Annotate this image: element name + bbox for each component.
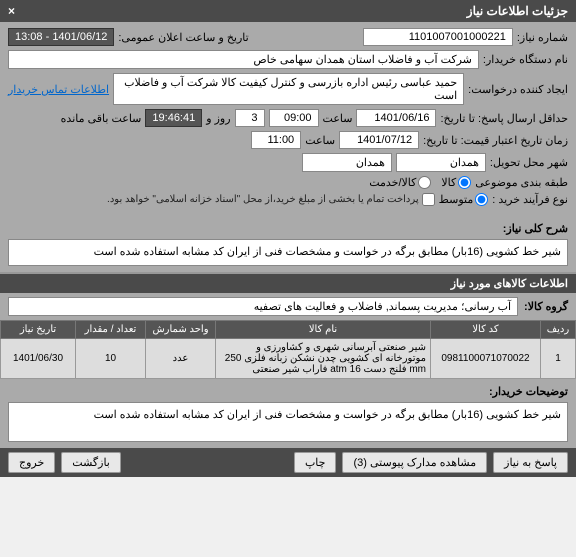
category-label: طبقه بندی موضوعی xyxy=(475,176,568,189)
cell-date: 1401/06/30 xyxy=(1,338,76,378)
table-row[interactable]: 1 0981100071070022 شیر صنعتی آبرسانی شهر… xyxy=(1,338,576,378)
need-no-value: 1101007001000221 xyxy=(363,28,513,46)
goods-header: اطلاعات کالاهای مورد نیاز xyxy=(0,274,576,293)
cell-n: 1 xyxy=(541,338,576,378)
proc-mid-radio[interactable]: متوسط xyxy=(439,193,489,206)
group-value: آب رسانی؛ مدیریت پسماند, فاضلاب و فعالیت… xyxy=(8,297,518,316)
process-label: نوع فرآیند خرید : xyxy=(492,193,568,206)
need-no-label: شماره نیاز: xyxy=(517,31,568,44)
close-icon[interactable]: × xyxy=(8,4,15,18)
cell-unit: عدد xyxy=(146,338,216,378)
description-section: شرح کلی نیاز: شیر خط کشویی (16بار) مطابق… xyxy=(0,216,576,272)
window-title: جزئیات اطلاعات نیاز xyxy=(467,4,568,18)
time-label-1: ساعت xyxy=(323,112,353,125)
cat-goods-input[interactable] xyxy=(458,176,471,189)
col-row: ردیف xyxy=(541,320,576,338)
exit-button[interactable]: خروج xyxy=(8,452,55,473)
valid-label: زمان تاریخ اعتبار قیمت: تا تاریخ: xyxy=(423,134,568,147)
remain-value: 19:46:41 xyxy=(145,109,202,127)
days-label: روز و xyxy=(206,112,230,125)
location-label: شهر محل تحویل: xyxy=(490,156,568,169)
group-label: گروه کالا: xyxy=(524,300,568,313)
buyer-value: شرکت آب و فاضلاب استان همدان سهامی خاص xyxy=(8,50,479,69)
cat-service-radio[interactable]: کالا/خدمت xyxy=(369,176,431,189)
desc-header: شرح کلی نیاز: xyxy=(503,222,568,235)
valid-time: 11:00 xyxy=(251,131,301,149)
payment-checkbox[interactable] xyxy=(422,193,435,206)
announce-date-value: 1401/06/12 - 13:08 xyxy=(8,28,114,46)
days-value: 3 xyxy=(235,109,265,127)
proc-mid-input[interactable] xyxy=(475,193,488,206)
deadline-date: 1401/06/16 xyxy=(356,109,436,127)
city-value: همدان xyxy=(302,153,392,172)
cell-name: شیر صنعتی آبرسانی شهری و کشاورزی و موتور… xyxy=(216,338,431,378)
group-row: گروه کالا: آب رسانی؛ مدیریت پسماند, فاضل… xyxy=(0,293,576,320)
cat-goods-radio[interactable]: کالا xyxy=(441,176,471,189)
cell-qty: 10 xyxy=(76,338,146,378)
col-qty: تعداد / مقدار xyxy=(76,320,146,338)
payment-note: پرداخت تمام یا بخشی از مبلغ خرید،از محل … xyxy=(107,194,419,205)
creator-value: حمید عباسی رئیس اداره بازرسی و کنترل کیف… xyxy=(113,73,464,105)
category-radios: کالا کالا/خدمت xyxy=(369,176,471,189)
time-label-2: ساعت xyxy=(305,134,335,147)
col-name: نام کالا xyxy=(216,320,431,338)
desc-text: شیر خط کشویی (16بار) مطابق برگه در خواست… xyxy=(8,239,568,266)
cell-code: 0981100071070022 xyxy=(431,338,541,378)
form-area: شماره نیاز: 1101007001000221 تاریخ و ساع… xyxy=(0,22,576,216)
reply-button[interactable]: پاسخ به نیاز xyxy=(493,452,568,473)
process-radios: متوسط xyxy=(439,193,489,206)
col-date: تاریخ نیاز xyxy=(1,320,76,338)
buyer-label: نام دستگاه خریدار: xyxy=(483,53,568,66)
province-value: همدان xyxy=(396,153,486,172)
goods-table: ردیف کد کالا نام کالا واحد شمارش تعداد /… xyxy=(0,320,576,379)
col-unit: واحد شمارش xyxy=(146,320,216,338)
deadline-label: حداقل ارسال پاسخ: تا تاریخ: xyxy=(440,112,568,125)
remain-label: ساعت باقی مانده xyxy=(61,112,142,125)
button-bar: پاسخ به نیاز مشاهده مدارک پیوستی (3) چاپ… xyxy=(0,448,576,477)
attachments-button[interactable]: مشاهده مدارک پیوستی (3) xyxy=(342,452,487,473)
buyer-notes-section: توضیحات خریدار: شیر خط کشویی (16بار) مطا… xyxy=(0,379,576,448)
creator-label: ایجاد کننده درخواست: xyxy=(468,83,568,96)
back-button[interactable]: بازگشت xyxy=(61,452,121,473)
window-header: جزئیات اطلاعات نیاز × xyxy=(0,0,576,22)
table-header-row: ردیف کد کالا نام کالا واحد شمارش تعداد /… xyxy=(1,320,576,338)
payment-check[interactable]: پرداخت تمام یا بخشی از مبلغ خرید،از محل … xyxy=(107,193,435,206)
announce-date-label: تاریخ و ساعت اعلان عمومی: xyxy=(118,31,248,44)
cat-service-input[interactable] xyxy=(418,176,431,189)
contact-link[interactable]: اطلاعات تماس خریدار xyxy=(8,83,109,96)
col-code: کد کالا xyxy=(431,320,541,338)
main-container: جزئیات اطلاعات نیاز × شماره نیاز: 110100… xyxy=(0,0,576,477)
print-button[interactable]: چاپ xyxy=(294,452,337,473)
valid-date: 1401/07/12 xyxy=(339,131,419,149)
deadline-time: 09:00 xyxy=(269,109,319,127)
buyer-notes-label: توضیحات خریدار: xyxy=(489,385,568,398)
buyer-notes-text: شیر خط کشویی (16بار) مطابق برگه در خواست… xyxy=(8,402,568,442)
